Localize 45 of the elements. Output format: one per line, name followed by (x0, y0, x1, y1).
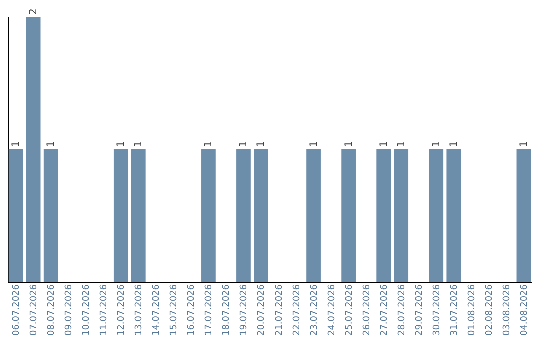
x-tick-label: 25.07.2026 (344, 284, 355, 336)
x-tick-label: 30.07.2026 (432, 284, 442, 336)
x-tick-label: 18.07.2026 (222, 284, 232, 336)
data-label: 1 (46, 141, 58, 148)
x-tick-label: 12.07.2026 (117, 284, 128, 336)
x-tick-label: 01.08.2026 (467, 284, 478, 336)
data-label: 1 (378, 141, 390, 148)
x-tick-label: 09.07.2026 (64, 284, 75, 336)
x-tick-label: 14.07.2026 (152, 284, 162, 336)
x-tick-label: 27.07.2026 (380, 284, 390, 336)
x-tick-label: 03.08.2026 (502, 284, 512, 336)
data-label: 1 (431, 141, 442, 148)
x-tick-label: 02.08.2026 (484, 284, 495, 336)
x-tick-label: 10.07.2026 (82, 284, 92, 336)
x-tick-label: 16.07.2026 (187, 284, 198, 336)
x-tick-label: 15.07.2026 (170, 284, 180, 336)
x-tick-label: 08.07.2026 (47, 284, 58, 336)
x-tick-label: 17.07.2026 (204, 284, 215, 336)
x-tick-label: 20.07.2026 (257, 284, 268, 336)
data-label: 1 (396, 141, 408, 148)
data-label: 1 (116, 141, 128, 148)
data-label: 1 (448, 141, 460, 148)
x-tick-label: 06.07.2026 (12, 284, 22, 336)
data-label: 1 (256, 141, 268, 148)
data-label: 1 (518, 141, 530, 148)
data-label: 2 (28, 8, 40, 15)
x-tick-label: 22.07.2026 (292, 284, 302, 336)
data-label: 1 (11, 141, 22, 148)
x-tick-label: 29.07.2026 (414, 284, 425, 336)
x-tick-label: 19.07.2026 (240, 284, 250, 336)
data-label: 1 (134, 141, 145, 148)
data-label: 1 (204, 141, 215, 148)
x-tick-label: 26.07.2026 (362, 284, 372, 336)
x-tick-label: 31.07.2026 (450, 284, 460, 336)
data-label: 1 (238, 141, 250, 148)
x-tick-label: 07.07.2026 (30, 284, 40, 336)
x-tick-label: 23.07.2026 (310, 284, 320, 336)
data-label: 1 (344, 141, 355, 148)
x-tick-label: 28.07.2026 (397, 284, 408, 336)
x-tick-label: 13.07.2026 (134, 284, 145, 336)
x-tick-label: 24.07.2026 (327, 284, 338, 336)
x-tick-label: 11.07.2026 (100, 284, 110, 336)
x-tick-label: 21.07.2026 (274, 284, 285, 336)
x-tick-label: 04.08.2026 (520, 284, 530, 336)
data-label: 1 (308, 141, 320, 148)
